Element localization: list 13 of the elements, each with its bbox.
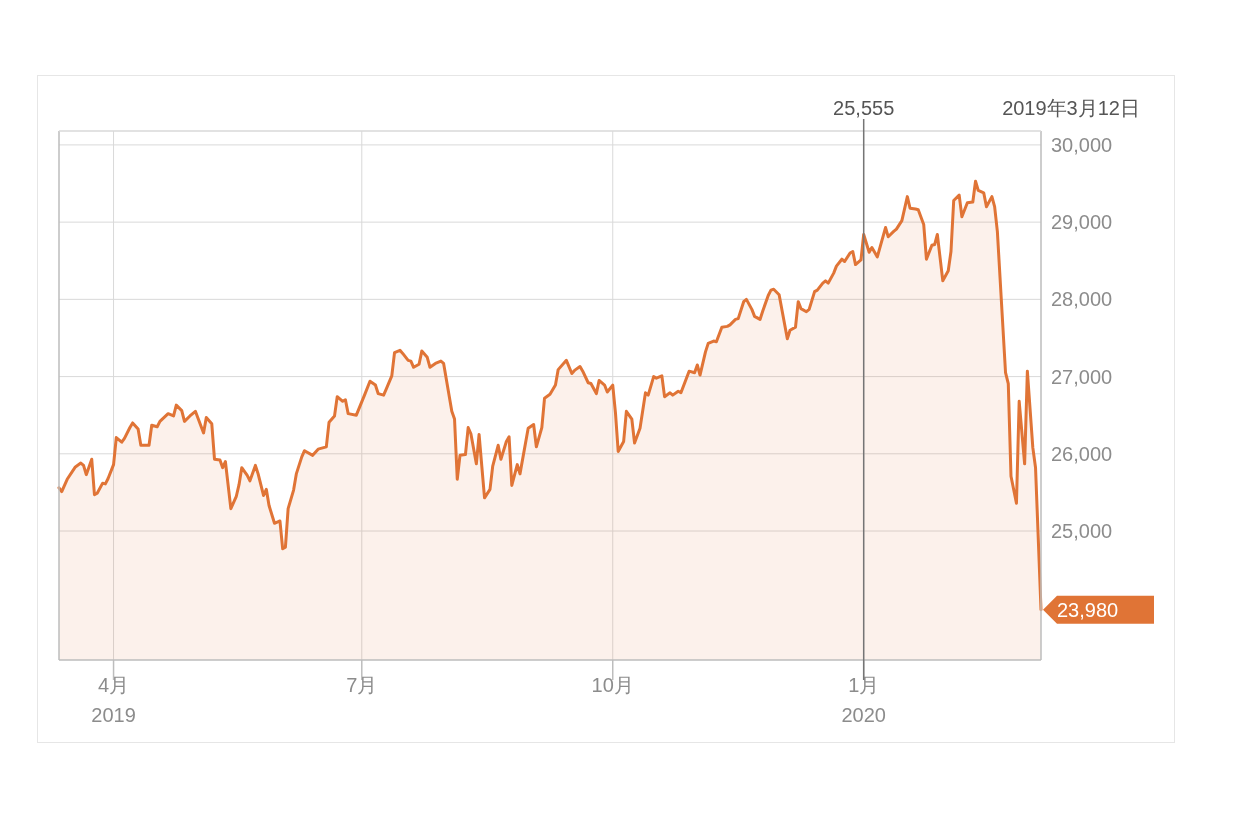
x-tick-label: 7月	[346, 674, 378, 696]
x-tick-label: 4月 2019	[91, 674, 136, 726]
y-tick-label: 27,000	[1051, 365, 1113, 388]
text: 2019年3月12日	[1002, 97, 1140, 119]
annotation: 23,980	[1057, 598, 1119, 621]
y-tick-label: 28,000	[1051, 288, 1113, 311]
y-tick-label: 30,000	[1051, 133, 1113, 156]
x-tick-label: 10月	[591, 674, 634, 696]
y-tick-label: 26,000	[1051, 442, 1113, 465]
y-tick-label: 25,000	[1051, 520, 1113, 543]
x-tick-label: 1月 2020	[841, 674, 886, 726]
y-tick-label: 29,000	[1051, 211, 1113, 234]
ref-line-label: 25,555	[833, 97, 895, 119]
